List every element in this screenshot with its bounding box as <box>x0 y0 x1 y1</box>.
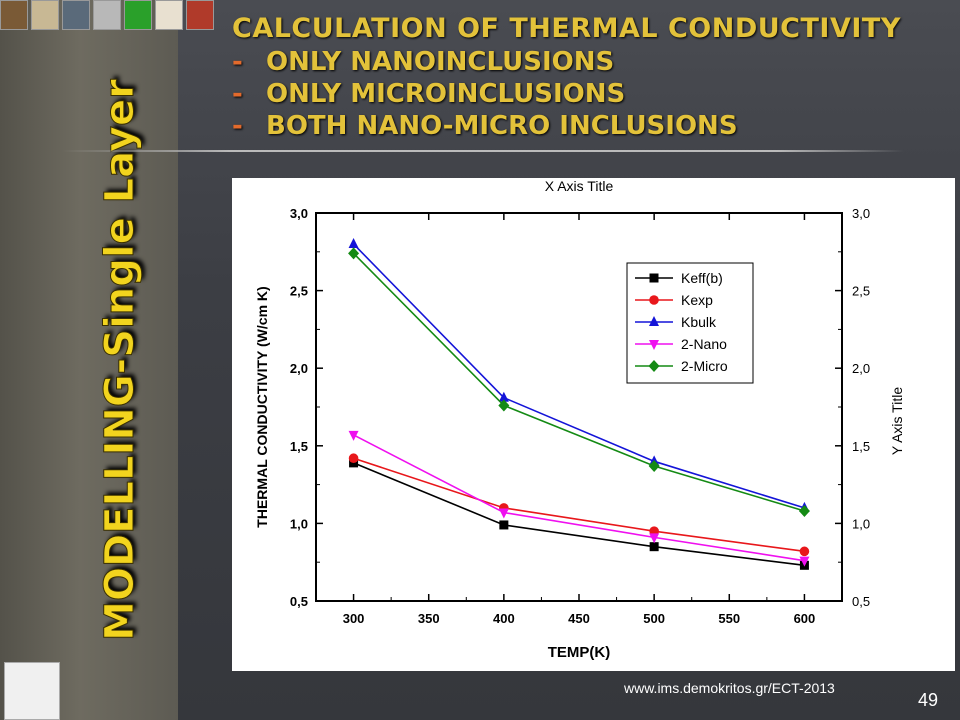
thumbnail-image <box>62 0 90 30</box>
y2-axis-label: Y Axis Title <box>889 387 905 455</box>
legend-label: 2-Micro <box>681 358 728 374</box>
bullet-dash: - <box>232 47 243 77</box>
chart-title: X Axis Title <box>545 178 614 194</box>
page-number: 49 <box>918 690 939 710</box>
x-tick-label: 500 <box>643 611 665 626</box>
bullet-text: BOTH NANO-MICRO INCLUSIONS <box>266 111 738 141</box>
data-point-circle <box>348 453 359 464</box>
x-tick-label: 450 <box>568 611 590 626</box>
slide-heading-block: CALCULATION OF THERMAL CONDUCTIVITY - ONL… <box>232 12 901 142</box>
y2-tick-label: 2,0 <box>852 361 870 376</box>
data-point-circle <box>799 546 810 557</box>
legend-label: Kexp <box>681 292 713 308</box>
bullet-text: ONLY MICROINCLUSIONS <box>266 79 626 109</box>
x-tick-label: 350 <box>418 611 440 626</box>
x-axis: 300 350 400 450 500 550 600 <box>343 213 816 626</box>
y2-tick-label: 3,0 <box>852 206 870 221</box>
y-tick-label: 2,0 <box>290 361 308 376</box>
data-point-triangle-down <box>348 430 359 441</box>
data-point-diamond <box>648 459 660 472</box>
legend-label: Keff(b) <box>681 270 723 286</box>
data-point-triangle-down <box>799 556 810 567</box>
x-tick-label: 400 <box>493 611 515 626</box>
y2-tick-label: 2,5 <box>852 284 870 299</box>
data-point-diamond <box>348 247 360 260</box>
thumbnail-image <box>124 0 152 30</box>
series-line-kbulk <box>352 243 805 509</box>
x-tick-label: 300 <box>343 611 365 626</box>
left-sidebar-strip <box>0 0 178 720</box>
data-point-triangle-down <box>498 508 509 519</box>
bullet-dash: - <box>232 111 243 141</box>
thumbnail-image <box>186 0 214 30</box>
vertical-slide-title: MODELLING-Single Layer <box>97 79 144 642</box>
series-line-kexp <box>353 457 805 553</box>
x-axis-label: TEMP(K) <box>548 644 611 661</box>
data-point-triangle-up <box>348 238 359 249</box>
data-point-diamond <box>648 360 660 372</box>
y2-tick-label: 1,0 <box>852 516 870 531</box>
legend-label: Kbulk <box>681 314 717 330</box>
y-tick-label: 0,5 <box>290 594 308 609</box>
series-layer <box>348 238 810 570</box>
y-axis-left: 0,5 1,0 1,5 2,0 2,5 3,0 <box>290 206 323 609</box>
data-point-triangle-down <box>649 340 659 350</box>
thumbnail-image <box>155 0 183 30</box>
y-tick-label: 1,0 <box>290 516 308 531</box>
legend-box <box>626 262 754 384</box>
bullet-text: ONLY NANOINCLUSIONS <box>266 47 615 77</box>
bullet-dash: - <box>232 79 243 109</box>
x-tick-label: 600 <box>794 611 816 626</box>
y-tick-label: 1,5 <box>290 439 308 454</box>
y-tick-label: 3,0 <box>290 206 308 221</box>
data-point-circle <box>649 295 659 305</box>
data-point-square <box>499 520 509 530</box>
y2-tick-label: 0,5 <box>852 594 870 609</box>
thumbnail-image <box>93 0 121 30</box>
y-axis-label: THERMAL CONDUCTIVITY (W/cm K) <box>254 286 270 527</box>
legend-label: 2-Nano <box>681 336 727 352</box>
chart-panel: 300 350 400 450 500 550 600 0,5 1,0 1,5 2,0 2,5 3,0… <box>232 178 955 671</box>
y-tick-label: 2,5 <box>290 284 308 299</box>
series-line-2-micro <box>353 252 805 512</box>
y2-tick-label: 1,5 <box>852 439 870 454</box>
bullet-item: - ONLY MICROINCLUSIONS <box>232 78 901 110</box>
thumbnail-image <box>0 0 28 30</box>
plot-frame <box>315 212 843 602</box>
footer-url: www.ims.demokritos.gr/ECT-2013 <box>624 680 835 696</box>
data-point-triangle-up <box>498 391 509 402</box>
data-point-square <box>649 542 659 552</box>
line-chart: 300 350 400 450 500 550 600 0,5 1,0 1,5 2,0 2,5 3,0… <box>254 178 905 661</box>
series-line-2-nano <box>353 434 805 562</box>
slide-title: CALCULATION OF THERMAL CONDUCTIVITY <box>232 13 901 44</box>
data-point-square <box>649 273 659 283</box>
x-tick-label: 550 <box>718 611 740 626</box>
y-axis-right: 0,5 1,0 1,5 2,0 2,5 3,0 <box>835 206 870 609</box>
institute-logo <box>4 662 60 720</box>
data-point-diamond <box>498 399 510 412</box>
header-thumbnail-strip <box>0 0 217 32</box>
data-point-triangle-up <box>649 316 659 326</box>
data-point-triangle-down <box>649 533 660 544</box>
heading-separator-line <box>62 150 904 152</box>
series-line-keff-b- <box>353 462 805 567</box>
thumbnail-image <box>31 0 59 30</box>
legend: Keff(b) Kexp Kbulk 2-Nano 2-Micro <box>635 270 728 374</box>
data-point-diamond <box>798 504 810 517</box>
bullet-item: - BOTH NANO-MICRO INCLUSIONS <box>232 110 901 142</box>
bullet-item: - ONLY NANOINCLUSIONS <box>232 46 901 78</box>
